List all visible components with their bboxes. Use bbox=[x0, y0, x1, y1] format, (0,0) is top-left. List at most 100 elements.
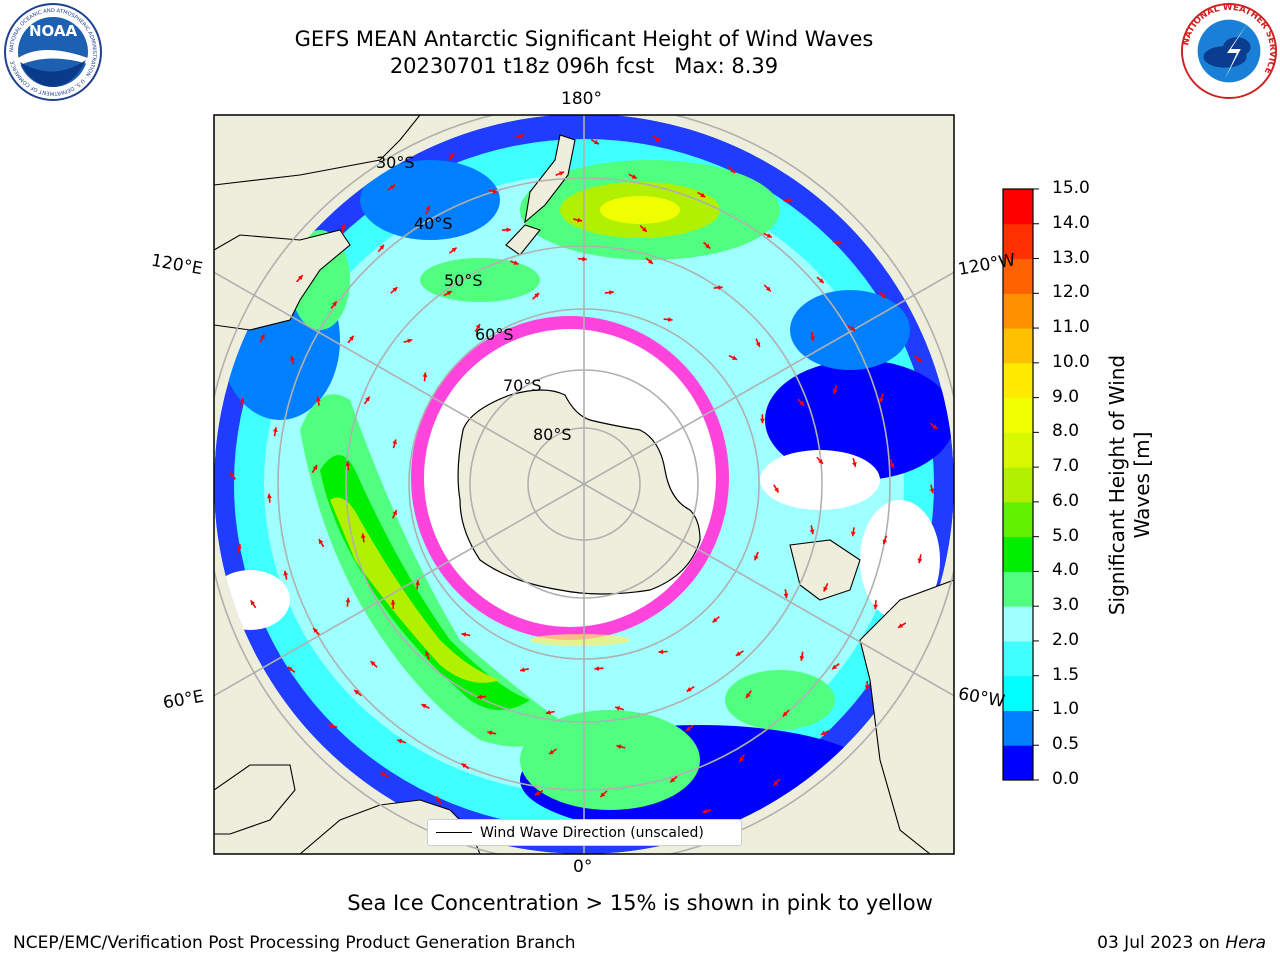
wind-wave-arrow-head bbox=[773, 780, 779, 786]
wind-wave-arrow-head bbox=[340, 224, 346, 229]
colorbar-tick-label: 12.0 bbox=[1052, 282, 1090, 303]
lat-label-80s: 80°S bbox=[533, 425, 572, 444]
wind-wave-arrow-head bbox=[755, 341, 761, 347]
wind-wave-arrow-head bbox=[754, 555, 759, 561]
footer-org: NCEP/EMC/Verification Post Processing Pr… bbox=[13, 933, 576, 953]
colorbar-segment bbox=[1003, 501, 1033, 538]
wind-wave-arrow-head bbox=[461, 632, 467, 637]
asia-land bbox=[214, 115, 421, 186]
map-title: GEFS MEAN Antarctic Significant Height o… bbox=[294, 27, 874, 51]
south-america-land bbox=[859, 579, 954, 854]
wind-wave-arrow-head bbox=[451, 247, 457, 253]
colorbar-segment bbox=[1003, 258, 1033, 294]
wind-wave-arrow-head bbox=[818, 278, 824, 283]
wind-wave-arrow-head bbox=[392, 510, 397, 516]
colorbar-tick-label: 13.0 bbox=[1052, 247, 1090, 268]
wind-wave-arrow-head bbox=[392, 287, 398, 292]
wind-wave-arrows bbox=[229, 133, 938, 837]
wind-wave-arrow-head bbox=[436, 796, 441, 802]
wind-wave-arrow-head bbox=[272, 427, 278, 432]
antarctica-land bbox=[457, 389, 701, 595]
wind-wave-arrow-head bbox=[506, 227, 511, 233]
wind-wave-arrow-head bbox=[318, 539, 324, 545]
footer-host: Hera bbox=[1225, 933, 1266, 953]
wind-wave-arrow-head bbox=[818, 459, 823, 464]
wind-wave-arrow-head bbox=[702, 808, 708, 814]
wind-wave-arrow-head bbox=[917, 558, 923, 564]
wind-wave-arrow-head bbox=[766, 233, 772, 238]
colorbar-segment bbox=[1003, 675, 1033, 711]
wind-wave-arrow-head bbox=[850, 531, 856, 537]
wind-wave-arrow-head bbox=[916, 357, 922, 362]
wind-wave-arrow-head bbox=[415, 580, 420, 585]
wind-wave-arrow-head bbox=[559, 171, 565, 176]
wind-wave-arrow-head bbox=[850, 326, 856, 331]
colorbar-tick-label: 10.0 bbox=[1052, 351, 1090, 372]
wind-wave-arrow-head bbox=[658, 649, 664, 655]
wind-wave-arrow-head bbox=[379, 244, 385, 250]
colorbar-title-line2: Waves [m] bbox=[1130, 431, 1154, 539]
colorbar-tick-label: 5.0 bbox=[1052, 525, 1080, 546]
wind-wave-arrow-head bbox=[345, 597, 351, 603]
wind-wave-arrow-head bbox=[668, 317, 673, 322]
wind-wave-arrow-head bbox=[446, 291, 452, 296]
wind-wave-arrow-head bbox=[782, 711, 788, 717]
wind-wave-arrow-head bbox=[475, 324, 481, 330]
colorbar-segment bbox=[1003, 467, 1033, 503]
wind-wave-arrow-head bbox=[492, 188, 498, 194]
wind-wave-arrow-head bbox=[648, 259, 654, 264]
wind-wave-arrow-head bbox=[549, 749, 555, 755]
wind-wave-arrow-head bbox=[593, 139, 599, 145]
wind-wave-arrow-head bbox=[397, 738, 403, 744]
colorbar-segment bbox=[1003, 745, 1033, 781]
wind-wave-arrow-head bbox=[836, 240, 842, 245]
wind-wave-arrow-head bbox=[312, 465, 318, 471]
colorbar-tick-label: 1.5 bbox=[1052, 664, 1080, 685]
wind-wave-arrow-head bbox=[328, 723, 334, 729]
colorbar-tick-label: 6.0 bbox=[1052, 490, 1080, 511]
wind-wave-arrow-head bbox=[760, 418, 765, 424]
wind-wave-arrow-head bbox=[730, 168, 736, 174]
lat-label-50s: 50°S bbox=[444, 271, 483, 290]
wind-wave-arrow-head bbox=[370, 661, 376, 666]
colorbar-tick-label: 3.0 bbox=[1052, 595, 1080, 616]
colorbar-title-line1: Significant Height of Wind bbox=[1105, 354, 1129, 616]
colorbar-frame bbox=[1002, 188, 1034, 781]
map-subtitle: 20230701 t18z 096h fcst Max: 8.39 bbox=[389, 54, 779, 78]
wind-wave-arrow-head bbox=[864, 685, 870, 690]
wind-wave-arrow-head bbox=[290, 355, 295, 361]
wind-wave-arrow-head bbox=[746, 693, 751, 699]
wind-wave-arrow-head bbox=[712, 617, 718, 623]
wind-wave-arrow-head bbox=[641, 227, 647, 232]
map-frame bbox=[213, 114, 955, 855]
wind-wave-arrow-head bbox=[879, 397, 884, 403]
wind-wave-arrow-head bbox=[582, 256, 587, 262]
wind-wave-arrow-head bbox=[365, 396, 370, 402]
wind-wave-arrow-head bbox=[577, 217, 583, 223]
lat-label-60s: 60°S bbox=[475, 325, 514, 344]
wind-wave-arrow-head bbox=[315, 396, 321, 402]
sea-ice-edge bbox=[411, 316, 729, 640]
wind-wave-arrow-head bbox=[422, 372, 428, 377]
wind-wave-arrow-head bbox=[685, 726, 691, 731]
wind-wave-arrow-head bbox=[787, 198, 793, 203]
colorbar-tick-label: 11.0 bbox=[1052, 317, 1090, 338]
wind-wave-arrow-head bbox=[852, 462, 857, 467]
legend: Wind Wave Direction (unscaled) bbox=[427, 819, 742, 846]
colorbar-segment bbox=[1003, 432, 1033, 468]
wind-wave-arrow-head bbox=[809, 529, 815, 535]
wind-wave-arrow-head bbox=[390, 184, 396, 190]
wind-wave-arrow-head bbox=[718, 285, 723, 290]
wind-wave-arrow-head bbox=[889, 463, 895, 469]
colorbar-segment bbox=[1003, 571, 1033, 607]
wind-wave-arrow-head bbox=[390, 599, 396, 605]
wind-wave-arrow-head bbox=[354, 690, 360, 695]
legend-label: Wind Wave Direction (unscaled) bbox=[480, 824, 704, 841]
wind-wave-arrow-head bbox=[487, 730, 493, 736]
wind-wave-arrow-head bbox=[230, 472, 235, 477]
wind-wave-arrow-head bbox=[799, 400, 805, 406]
colorbar-segment bbox=[1003, 328, 1033, 364]
colorbar-tick-label: 1.0 bbox=[1052, 699, 1080, 720]
wind-wave-arrow-head bbox=[297, 275, 303, 281]
